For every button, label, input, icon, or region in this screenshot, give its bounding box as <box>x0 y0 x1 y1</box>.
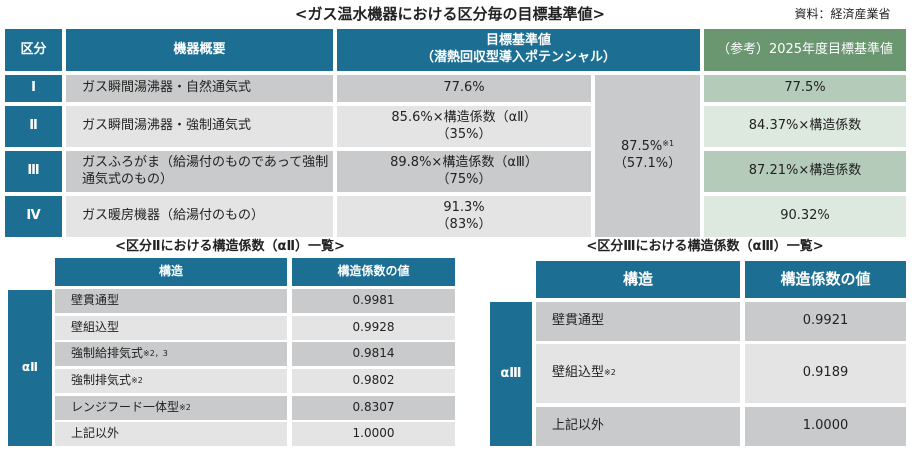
row-overview: ガス暖房機器（給湯付のもの） <box>66 196 333 237</box>
structure-note: ※2 <box>179 402 191 412</box>
structure-cell: 強制排気式 ※2 <box>55 369 287 393</box>
coefficient-value: 0.9814 <box>292 342 455 366</box>
coefficient-value: 0.9921 <box>745 302 906 341</box>
coefficient-value: 0.9928 <box>292 316 455 340</box>
coefficient-value: 0.9189 <box>745 344 906 403</box>
coefficient-value: 0.9802 <box>292 369 455 393</box>
merged-note: ※1 <box>662 139 675 149</box>
table3-alpha-label: αⅢ <box>490 302 532 446</box>
table2-alpha-label: αⅡ <box>8 290 52 446</box>
row-category: Ⅰ <box>5 75 62 102</box>
table2-header-structure: 構造 <box>55 258 287 286</box>
row-ref: 87.21%×構造係数 <box>704 151 906 192</box>
structure-cell: 壁貫通型 <box>55 289 287 313</box>
merged-target-cell: 87.5%※1 （57.1%） <box>595 75 700 237</box>
header-ref: （参考）2025年度目標基準値 <box>704 29 906 71</box>
merged-value: 87.5% <box>620 139 663 155</box>
row-category: Ⅱ <box>5 106 62 147</box>
row-overview: ガスふろがま（給湯付のものであって強制通気式のもの） <box>66 151 333 192</box>
row-target: 85.6%×構造係数（αⅡ） （35%） <box>337 106 591 147</box>
row-target: 91.3% <box>443 199 485 215</box>
row-target-sub: （83%） <box>436 216 492 232</box>
row-overview: ガス瞬間湯沸器・自然通気式 <box>66 75 333 102</box>
header-category: 区分 <box>5 29 62 71</box>
merged-sub: （57.1%） <box>613 156 682 171</box>
row-target: 91.3% （83%） <box>337 196 591 237</box>
structure-note: ※2 <box>604 368 616 378</box>
row-category: Ⅲ <box>5 151 62 192</box>
structure-cell: 強制給排気式 ※2，3 <box>55 342 287 366</box>
row-ref: 84.37%×構造係数 <box>704 106 906 147</box>
header-target-sub: （潜熱回収型導入ポテンシャル） <box>420 50 616 65</box>
row-target-sub: （35%） <box>436 126 492 142</box>
table2-title: <区分Ⅱにおける構造係数（αⅡ）一覧> <box>115 238 345 254</box>
source-label: 資料：経済産業省 <box>794 7 891 22</box>
structure-note: ※2，3 <box>143 348 168 358</box>
header-target: 目標基準値 （潜熱回収型導入ポテンシャル） <box>337 29 700 71</box>
structure-name: レンジフード一体型 <box>71 400 180 415</box>
header-target-label: 目標基準値 <box>485 33 551 49</box>
structure-cell: 壁組込型 <box>55 316 287 340</box>
structure-cell: 上記以外 <box>55 422 287 446</box>
header-overview: 機器概要 <box>66 29 333 71</box>
structure-name: 壁組込型 <box>552 365 605 381</box>
table2-header-value: 構造係数の値 <box>292 258 455 286</box>
coefficient-value: 0.9981 <box>292 289 455 313</box>
row-ref: 90.32% <box>704 196 906 237</box>
structure-cell: 壁組込型 ※2 <box>536 344 740 403</box>
row-target: 89.8%×構造係数（αⅢ） <box>390 154 538 170</box>
structure-note: ※2 <box>131 375 143 385</box>
structure-name: 強制排気式 <box>71 373 132 388</box>
structure-cell: 壁貫通型 <box>536 302 740 341</box>
row-target: 85.6%×構造係数（αⅡ） <box>391 109 537 125</box>
table3-header-value: 構造係数の値 <box>745 261 906 298</box>
table3-title: <区分Ⅲにおける構造係数（αⅢ）一覧> <box>586 238 824 254</box>
coefficient-value: 1.0000 <box>745 407 906 446</box>
structure-cell: 上記以外 <box>536 407 740 446</box>
row-target: 89.8%×構造係数（αⅢ） （75%） <box>337 151 591 192</box>
structure-cell: レンジフード一体型 ※2 <box>55 396 287 420</box>
row-target: 77.6% <box>443 80 485 96</box>
structure-name: 壁組込型 <box>71 320 120 335</box>
row-target: 77.6% <box>337 75 591 102</box>
structure-name: 壁貫通型 <box>552 313 605 329</box>
structure-name: 上記以外 <box>552 418 605 434</box>
row-ref: 77.5% <box>704 75 906 102</box>
page-title: <ガス温水機器における区分毎の目標基準値> <box>294 5 606 24</box>
row-target-sub: （75%） <box>436 171 492 187</box>
structure-name: 壁貫通型 <box>71 293 120 308</box>
coefficient-value: 1.0000 <box>292 422 455 446</box>
row-category: Ⅳ <box>5 196 62 237</box>
structure-name: 上記以外 <box>71 426 120 441</box>
structure-name: 強制給排気式 <box>71 346 144 361</box>
row-overview: ガス瞬間湯沸器・強制通気式 <box>66 106 333 147</box>
table3-header-structure: 構造 <box>536 261 740 298</box>
coefficient-value: 0.8307 <box>292 396 455 420</box>
